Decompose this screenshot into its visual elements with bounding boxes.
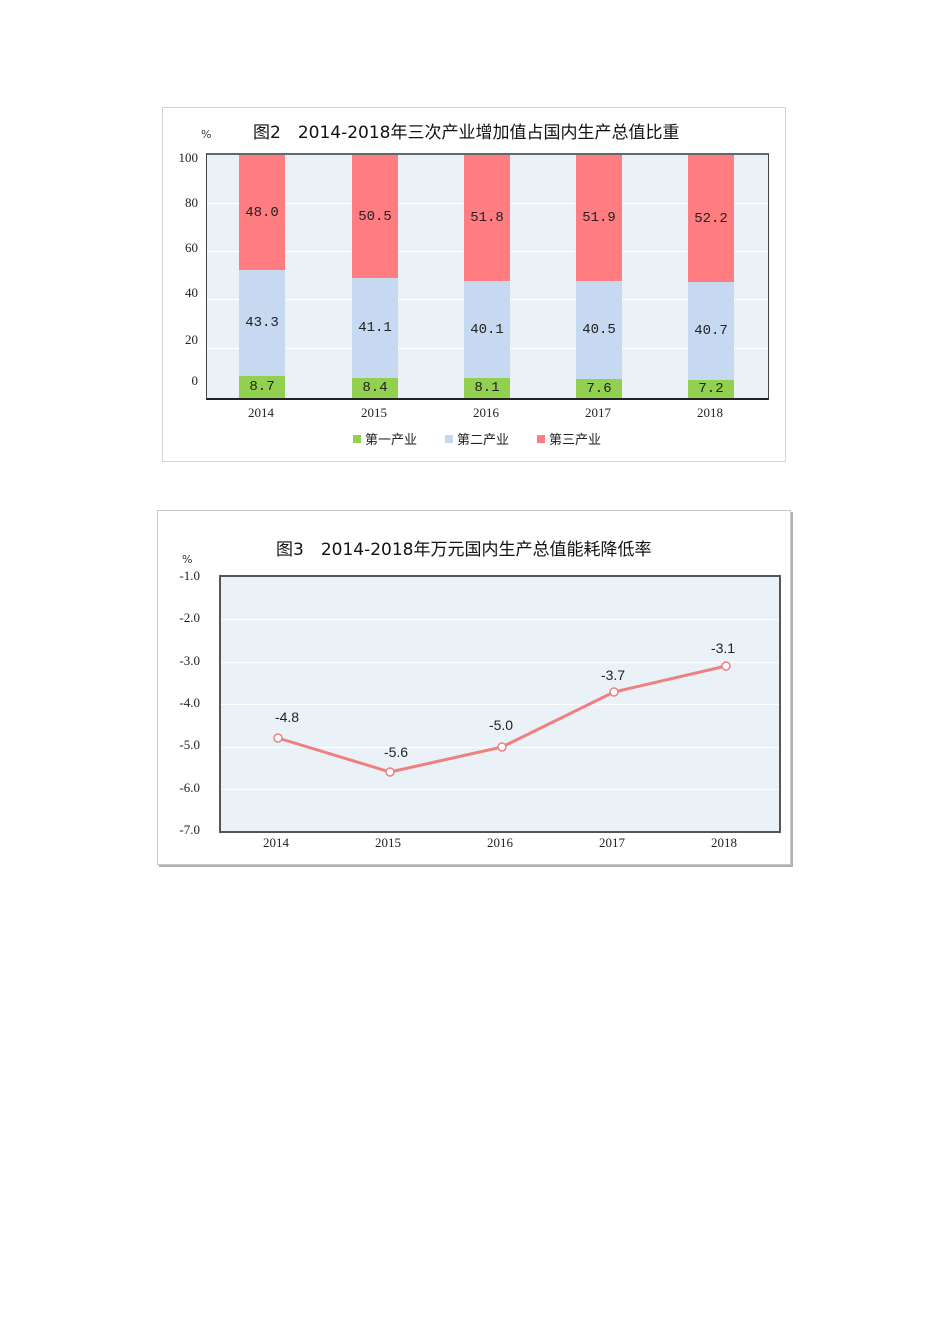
data-point-marker-icon	[497, 742, 507, 752]
data-label: -3.1	[710, 640, 736, 656]
x-tick: 2018	[697, 405, 723, 420]
legend-item-primary: 第一产业	[353, 429, 417, 448]
data-point-marker-icon	[609, 687, 619, 697]
y-tick: -4.0	[179, 695, 200, 710]
y-tick: -5.0	[179, 737, 200, 752]
y-tick: 60	[185, 240, 198, 255]
bar-segment-secondary: 43.3	[239, 270, 285, 376]
bar-segment-primary: 8.7	[239, 376, 285, 398]
y-tick: 40	[185, 285, 198, 300]
legend-item-secondary: 第二产业	[445, 429, 509, 448]
data-point-marker-icon	[273, 733, 283, 743]
chart-energy-consumption-reduction: 图3 2014-2018年万元国内生产总值能耗降低率 % -1.0 -2.0 -…	[157, 510, 791, 865]
bar-segment-primary: 7.2	[688, 380, 734, 398]
y-tick: -6.0	[179, 780, 200, 795]
bar-segment-secondary: 40.1	[464, 281, 510, 378]
x-tick: 2014	[263, 835, 289, 850]
x-tick: 2015	[361, 405, 387, 420]
bar-segment-secondary: 41.1	[352, 278, 398, 378]
data-label: -5.6	[383, 744, 409, 760]
x-tick: 2015	[375, 835, 401, 850]
bar-segment-tertiary: 48.0	[239, 155, 285, 270]
bar-segment-primary: 8.1	[464, 378, 510, 398]
x-tick: 2018	[711, 835, 737, 850]
data-point-marker-icon	[385, 767, 395, 777]
chart-title: 图3 2014-2018年万元国内生产总值能耗降低率	[276, 540, 652, 560]
legend-label: 第二产业	[457, 433, 510, 448]
x-tick: 2014	[248, 405, 274, 420]
line-series	[273, 661, 731, 777]
legend-label: 第一产业	[365, 433, 418, 448]
bar-segment-secondary: 40.7	[688, 282, 734, 380]
y-tick: -1.0	[179, 568, 200, 583]
y-tick: 80	[185, 195, 198, 210]
y-axis-unit: %	[182, 553, 193, 566]
legend-swatch-icon	[445, 434, 454, 443]
bar-segment-tertiary: 50.5	[352, 155, 398, 278]
bar-segment-tertiary: 51.9	[576, 155, 622, 281]
legend: 第一产业 第二产业 第三产业	[353, 429, 601, 448]
bar-segment-primary: 8.4	[352, 378, 398, 398]
chart-industry-share: 图2 2014-2018年三次产业增加值占国内生产总值比重 % 100 80 6…	[162, 107, 786, 462]
plot-area: -4.8 -5.6 -5.0 -3.7 -3.1	[219, 575, 781, 833]
y-axis-unit: %	[201, 128, 212, 141]
y-tick: 0	[191, 373, 199, 388]
bar-segment-secondary: 40.5	[576, 281, 622, 379]
bar-segment-tertiary: 52.2	[688, 155, 734, 282]
bar-segment-primary: 7.6	[576, 379, 622, 398]
y-tick: -2.0	[179, 610, 200, 625]
y-tick: -3.0	[179, 653, 200, 668]
legend-label: 第三产业	[549, 433, 602, 448]
y-tick: 100	[178, 150, 199, 165]
y-tick: 20	[185, 332, 198, 347]
data-point-marker-icon	[721, 661, 731, 671]
data-label: -3.7	[600, 667, 626, 683]
x-tick: 2016	[487, 835, 513, 850]
chart-title: 图2 2014-2018年三次产业增加值占国内生产总值比重	[253, 123, 680, 143]
legend-item-tertiary: 第三产业	[537, 429, 601, 448]
legend-swatch-icon	[353, 434, 361, 443]
legend-swatch-icon	[537, 434, 546, 443]
bar-segment-tertiary: 51.8	[464, 155, 510, 281]
plot-area: 48.0 43.3 8.7 50.5 41.1 8.4 51.8 40.1 8.…	[206, 153, 769, 400]
data-label: -4.8	[274, 709, 300, 725]
x-tick: 2016	[473, 405, 499, 420]
x-tick: 2017	[599, 835, 625, 850]
data-label: -5.0	[488, 717, 514, 733]
y-tick: -7.0	[179, 822, 200, 837]
x-tick: 2017	[585, 405, 611, 420]
